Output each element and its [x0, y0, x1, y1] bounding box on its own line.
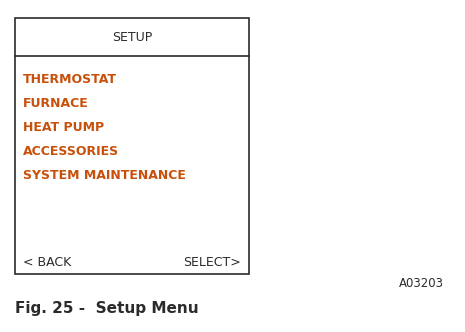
Text: HEAT PUMP: HEAT PUMP	[23, 121, 104, 134]
Text: FURNACE: FURNACE	[23, 97, 89, 110]
Text: THERMOSTAT: THERMOSTAT	[23, 73, 117, 86]
Text: A03203: A03203	[399, 277, 444, 290]
Text: < BACK: < BACK	[23, 256, 72, 269]
Text: SELECT>: SELECT>	[183, 256, 240, 269]
Text: ACCESSORIES: ACCESSORIES	[23, 145, 120, 158]
Text: SETUP: SETUP	[112, 31, 152, 44]
Text: Fig. 25 -  Setup Menu: Fig. 25 - Setup Menu	[15, 301, 199, 316]
Bar	[15, 18, 249, 274]
Text: SYSTEM MAINTENANCE: SYSTEM MAINTENANCE	[23, 169, 186, 182]
